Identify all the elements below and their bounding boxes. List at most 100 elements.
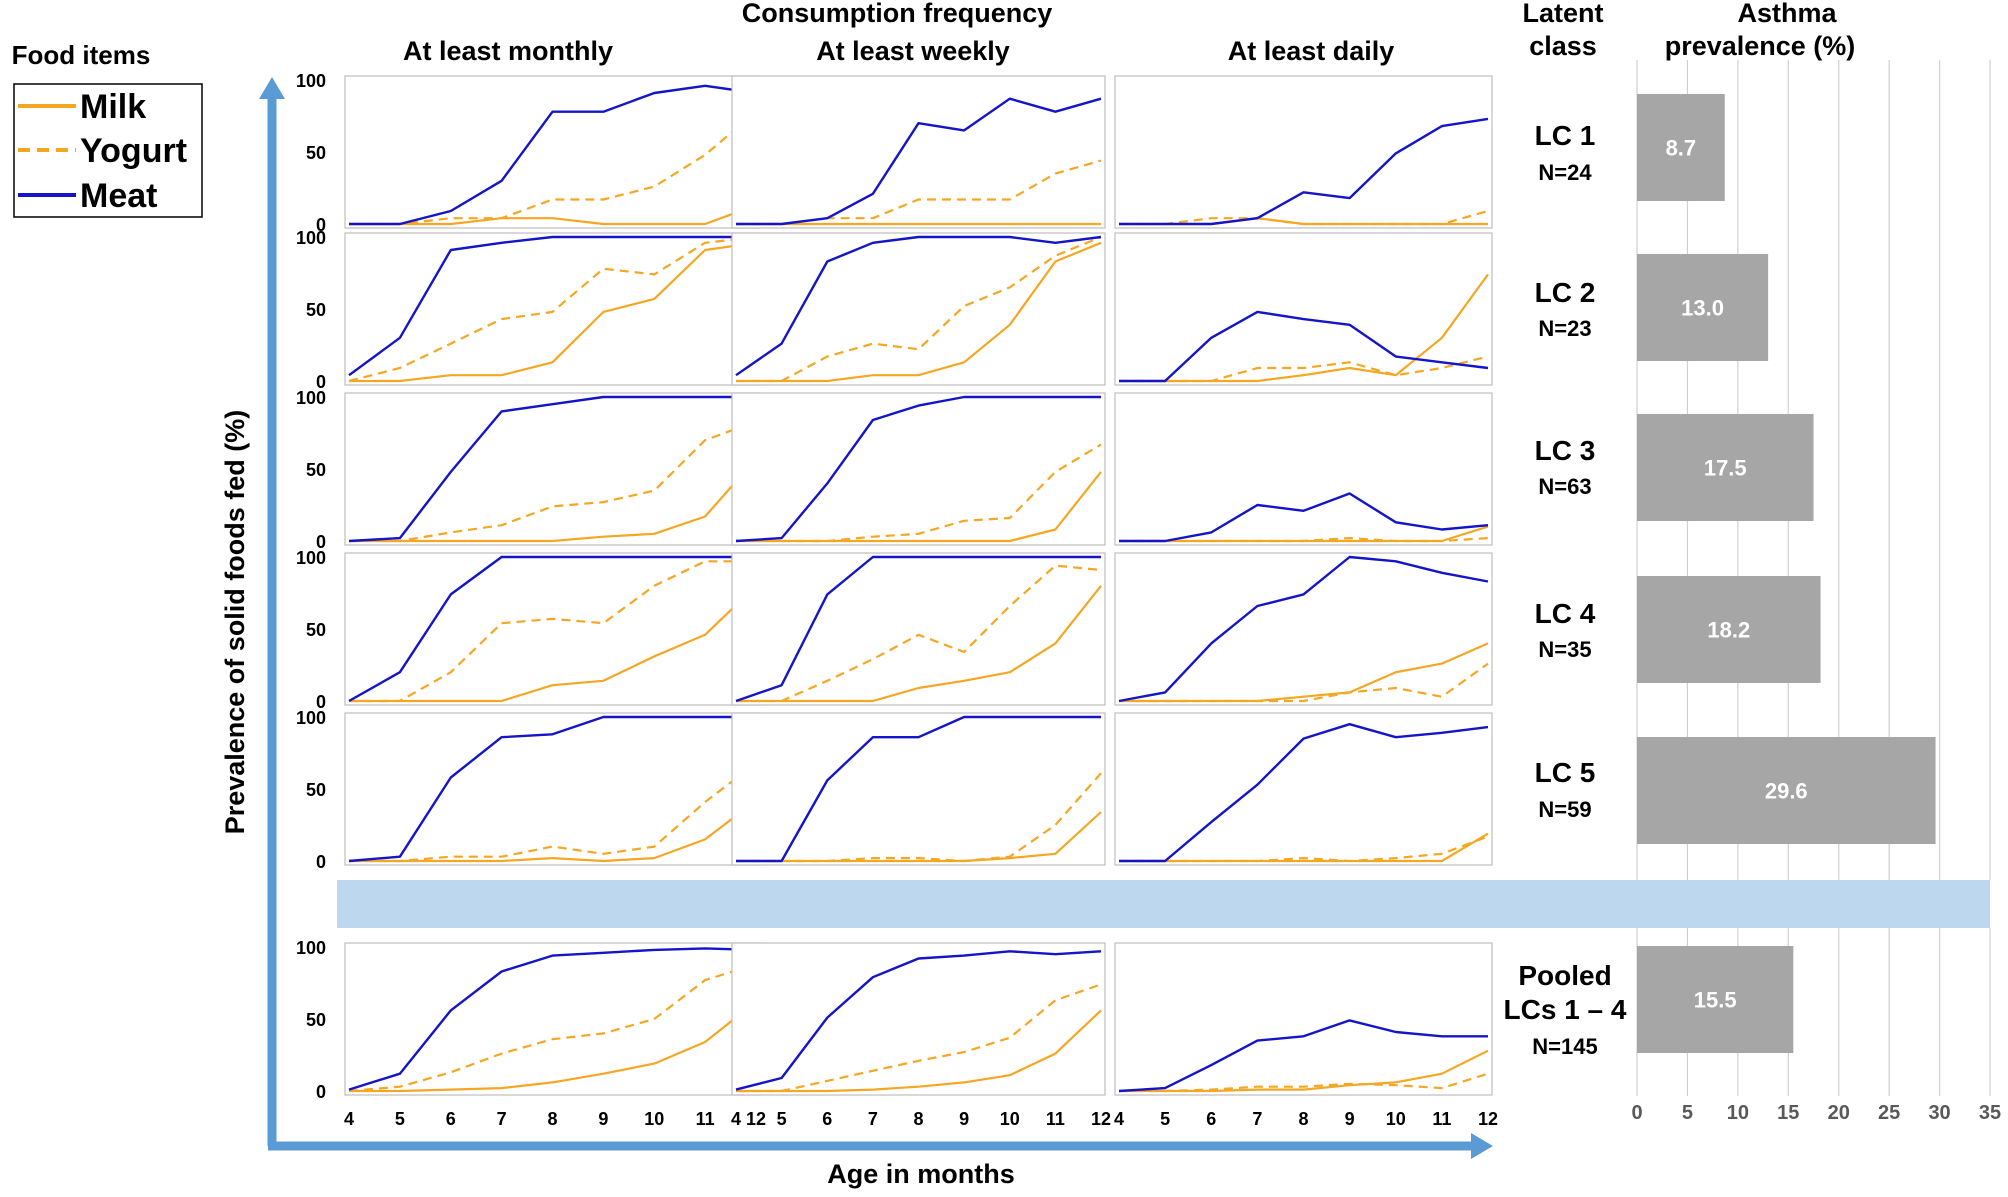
x-tick-label-at-least-monthly-10: 10	[644, 1109, 664, 1129]
bar-lc-5	[1637, 737, 1936, 844]
series-yogurt-pooled-lcs-1-4-at-least-weekly	[736, 983, 1102, 1093]
y-tick-label-lc-1-0: 0	[316, 215, 326, 235]
x-tick-label-at-least-weekly-8: 8	[913, 1109, 923, 1129]
series-yogurt-lc-1-at-least-daily	[1119, 209, 1489, 226]
series-meat-lc-5-at-least-weekly	[736, 715, 1101, 863]
x-tick-label-at-least-weekly-5: 5	[777, 1109, 787, 1129]
bar-label-lc-4: 18.2	[1707, 618, 1750, 643]
latent-class-labels: LC 1 N=24 LC 2 N=23 LC 3 N=63 LC 4 N=35 …	[1504, 120, 1627, 1059]
x-tick-label-at-least-weekly-4: 4	[731, 1109, 741, 1129]
panel-frame	[731, 712, 1106, 866]
series-yogurt-lc-5-at-least-daily	[1119, 835, 1489, 863]
series-milk-lc-4-at-least-weekly	[736, 585, 1102, 703]
panel-lc-2-at-least-weekly	[731, 232, 1106, 386]
panel-pooled-lcs-1-4-at-least-monthly	[344, 942, 761, 1096]
series-milk-lc-5-at-least-monthly	[349, 799, 757, 863]
panel-lc-4-at-least-monthly	[344, 552, 761, 706]
class-label-lc3: LC 3	[1535, 435, 1596, 466]
bar-axis-tick-15: 15	[1777, 1102, 1799, 1124]
series-meat-lc-1-at-least-daily	[1119, 117, 1489, 226]
bar-axis-tick-25: 25	[1878, 1102, 1900, 1124]
x-tick-label-at-least-daily-7: 7	[1252, 1109, 1262, 1129]
panel-frame	[1114, 712, 1493, 866]
panel-frame	[344, 232, 761, 386]
panel-lc-1-at-least-monthly	[344, 75, 761, 229]
bar-lc-1	[1637, 94, 1725, 201]
series-meat-lc-2-at-least-weekly	[735, 235, 1102, 377]
y-tick-label-pooled-lcs-1-4-100: 100	[296, 938, 326, 958]
bar-axis-tick-30: 30	[1928, 1102, 1950, 1124]
series-yogurt-pooled-lcs-1-4-at-least-monthly	[348, 963, 757, 1093]
x-tick-label-at-least-daily-4: 4	[1114, 1109, 1124, 1129]
series-meat-pooled-lcs-1-4-at-least-weekly	[735, 950, 1102, 1091]
x-tick-label-at-least-weekly-12: 12	[1091, 1109, 1111, 1129]
x-tick-label-at-least-weekly-9: 9	[959, 1109, 969, 1129]
class-label-pooled-line2: LCs 1 – 4	[1504, 994, 1627, 1025]
bar-lc-3	[1637, 414, 1814, 521]
panel-lc-4-at-least-daily	[1114, 552, 1493, 706]
latent-class-header-line2: class	[1529, 31, 1597, 61]
x-tick-label-at-least-monthly-8: 8	[547, 1109, 557, 1129]
bar-label-lc-5: 29.6	[1765, 779, 1808, 804]
series-meat-pooled-lcs-1-4-at-least-daily	[1118, 1019, 1488, 1093]
class-label-pooled-line1: Pooled	[1518, 960, 1611, 991]
panel-frame	[731, 232, 1106, 386]
x-tick-label-at-least-weekly-10: 10	[1000, 1109, 1020, 1129]
bar-axis-tick-0: 0	[1631, 1102, 1642, 1124]
series-meat-lc-2-at-least-monthly	[348, 235, 756, 377]
series-yogurt-lc-1-at-least-monthly	[349, 110, 757, 226]
series-milk-pooled-lcs-1-4-at-least-monthly	[349, 1000, 757, 1093]
class-n-lc4: N=35	[1538, 637, 1591, 662]
x-tick-label-at-least-monthly-11: 11	[696, 1109, 715, 1129]
series-yogurt-lc-3-at-least-daily	[1119, 536, 1489, 543]
bar-pooled-lcs-1-4	[1637, 946, 1794, 1053]
class-n-lc1: N=24	[1538, 160, 1592, 185]
y-tick-label-lc-1-50: 50	[306, 143, 326, 163]
panel-lc-3-at-least-monthly	[344, 392, 761, 546]
y-tick-label-lc-5-100: 100	[296, 708, 326, 728]
x-tick-label-at-least-weekly-6: 6	[822, 1109, 832, 1129]
panel-lc-2-at-least-daily	[1114, 232, 1493, 386]
x-tick-label-at-least-daily-5: 5	[1160, 1109, 1170, 1129]
x-tick-label-at-least-daily-9: 9	[1345, 1109, 1355, 1129]
x-tick-label-at-least-daily-12: 12	[1478, 1109, 1498, 1129]
series-meat-lc-5-at-least-monthly	[348, 715, 756, 863]
y-tick-label-lc-4-100: 100	[296, 548, 326, 568]
bar-label-lc-1: 8.7	[1666, 136, 1697, 161]
x-tick-label-at-least-daily-6: 6	[1206, 1109, 1216, 1129]
panel-lc-5-at-least-monthly	[344, 712, 761, 866]
series-yogurt-pooled-lcs-1-4-at-least-daily	[1119, 1072, 1489, 1093]
series-yogurt-lc-5-at-least-monthly	[349, 762, 757, 863]
panel-frame	[731, 552, 1106, 706]
class-label-lc1: LC 1	[1535, 120, 1596, 151]
panel-frame	[1114, 942, 1493, 1096]
y-tick-label-lc-2-50: 50	[306, 300, 326, 320]
x-tick-label-at-least-monthly-7: 7	[497, 1109, 507, 1129]
series-meat-lc-4-at-least-daily	[1118, 555, 1489, 703]
panel-frame	[731, 75, 1106, 229]
series-meat-lc-3-at-least-monthly	[348, 395, 756, 543]
series-meat-lc-1-at-least-monthly	[349, 84, 757, 226]
panel-frame	[1114, 392, 1493, 546]
class-n-lc2: N=23	[1538, 316, 1591, 341]
panel-frame	[1114, 75, 1493, 229]
consumption-frequency-title: Consumption frequency	[742, 0, 1053, 28]
class-n-lc3: N=63	[1538, 474, 1591, 499]
x-tick-label-at-least-weekly-7: 7	[868, 1109, 878, 1129]
y-tick-label-lc-2-0: 0	[316, 372, 326, 392]
column-header-weekly: At least weekly	[816, 36, 1010, 66]
y-tick-label-lc-3-100: 100	[296, 388, 326, 408]
panel-pooled-lcs-1-4-at-least-daily	[1114, 942, 1493, 1096]
series-milk-lc-4-at-least-monthly	[349, 585, 757, 703]
panel-lc-3-at-least-daily	[1114, 392, 1493, 546]
y-tick-label-pooled-lcs-1-4-0: 0	[316, 1082, 326, 1102]
column-header-monthly: At least monthly	[403, 36, 613, 66]
legend-yogurt-label: Yogurt	[80, 132, 187, 170]
asthma-bar-chart: 0 5 10 15 20 25 30 35 8.7 13.0 17.5 18.2 29.6 15.5	[1631, 60, 2001, 1124]
y-axis-label: Prevalence of solid foods fed (%)	[220, 410, 250, 835]
series-yogurt-lc-3-at-least-monthly	[349, 420, 757, 543]
series-meat-lc-3-at-least-weekly	[735, 395, 1101, 543]
series-yogurt-lc-4-at-least-daily	[1119, 662, 1489, 703]
